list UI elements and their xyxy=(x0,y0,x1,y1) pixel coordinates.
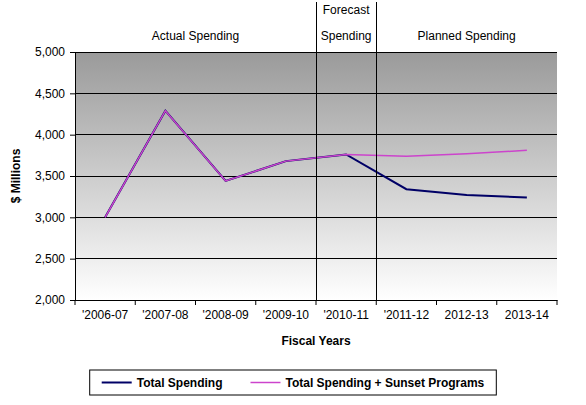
y-tick: 4,500 xyxy=(35,87,75,101)
y-tick-mark xyxy=(70,93,75,94)
legend: Total Spending Total Spending + Sunset Pr… xyxy=(90,370,497,395)
x-tick-label: '2008-09 xyxy=(202,308,249,322)
chart: 2,000 2,500 3,000 3,500 4,000 4,500 5,000 '2006… xyxy=(0,0,586,405)
x-tick: 2013-14 xyxy=(505,300,549,322)
y-tick: 3,500 xyxy=(35,169,75,183)
x-tick-label: '2007-08 xyxy=(142,308,189,322)
x-tick-label: '2006-07 xyxy=(82,308,129,322)
y-tick: 2,500 xyxy=(35,252,75,266)
y-tick: 5,000 xyxy=(35,45,75,59)
y-tick-label: 3,000 xyxy=(35,211,65,225)
annotation: Planned Spending xyxy=(418,29,516,43)
x-band-tick xyxy=(376,300,377,305)
y-tick-label: 3,500 xyxy=(35,169,65,183)
x-tick: 2012-13 xyxy=(445,300,489,322)
region-separator xyxy=(316,2,317,300)
x-tick-label: '2010-11 xyxy=(323,308,369,322)
x-band-tick xyxy=(496,300,497,305)
legend-label: Total Spending xyxy=(137,376,223,390)
y-tick-label: 2,500 xyxy=(35,252,65,266)
x-band-tick xyxy=(75,300,76,305)
x-band-tick xyxy=(316,300,317,305)
annotation: Forecast xyxy=(323,3,370,17)
x-band-tick xyxy=(557,300,558,305)
legend-item: Total Spending xyxy=(102,376,223,390)
x-band-tick xyxy=(436,300,437,305)
x-tick: '2007-08 xyxy=(142,300,189,322)
x-band-tick xyxy=(255,300,256,305)
legend-swatch xyxy=(102,382,132,384)
y-tick-label: 4,500 xyxy=(35,87,65,101)
region-separator xyxy=(376,2,377,300)
x-tick: '2009-10 xyxy=(263,300,310,322)
x-axis: '2006-07 '2007-08 '2008-09 '2009-10 '2010-11… xyxy=(75,300,558,322)
separators xyxy=(316,2,376,300)
legend-item: Total Spending + Sunset Programs xyxy=(250,376,484,390)
annotation: Spending xyxy=(321,29,372,43)
y-tick-mark xyxy=(70,217,75,218)
x-tick: '2008-09 xyxy=(202,300,249,322)
y-tick-mark xyxy=(70,52,75,53)
x-tick-label: 2012-13 xyxy=(445,308,489,322)
y-tick: 4,000 xyxy=(35,128,75,142)
y-tick: 3,000 xyxy=(35,211,75,225)
y-axis-title: $ Millions xyxy=(9,148,23,203)
y-tick-mark xyxy=(70,135,75,136)
x-band-tick xyxy=(135,300,136,305)
x-band-tick xyxy=(195,300,196,305)
x-axis-title: Fiscal Years xyxy=(281,334,350,348)
y-tick-mark xyxy=(70,259,75,260)
x-tick-label: '2009-10 xyxy=(263,308,310,322)
legend-swatch xyxy=(250,382,280,384)
y-tick-label: 4,000 xyxy=(35,128,65,142)
x-tick: '2010-11 xyxy=(323,300,369,322)
y-tick-mark xyxy=(70,176,75,177)
y-axis: 2,000 2,500 3,000 3,500 4,000 4,500 5,000 xyxy=(35,45,76,307)
x-tick: '2011-12 xyxy=(384,300,430,322)
x-tick-label: '2011-12 xyxy=(384,308,430,322)
x-tick: '2006-07 xyxy=(82,300,129,322)
y-tick: 2,000 xyxy=(35,293,75,307)
legend-box xyxy=(90,370,497,395)
annotation: Actual Spending xyxy=(152,29,239,43)
y-tick-label: 5,000 xyxy=(35,45,65,59)
y-tick-mark xyxy=(70,300,75,301)
legend-label: Total Spending + Sunset Programs xyxy=(285,376,484,390)
y-axis-line xyxy=(70,53,76,301)
plot: 2,000 2,500 3,000 3,500 4,000 4,500 5,000 '2006… xyxy=(35,45,558,321)
y-tick-label: 2,000 xyxy=(35,293,65,307)
x-band-ticks xyxy=(75,300,557,305)
x-tick-label: 2013-14 xyxy=(505,308,549,322)
